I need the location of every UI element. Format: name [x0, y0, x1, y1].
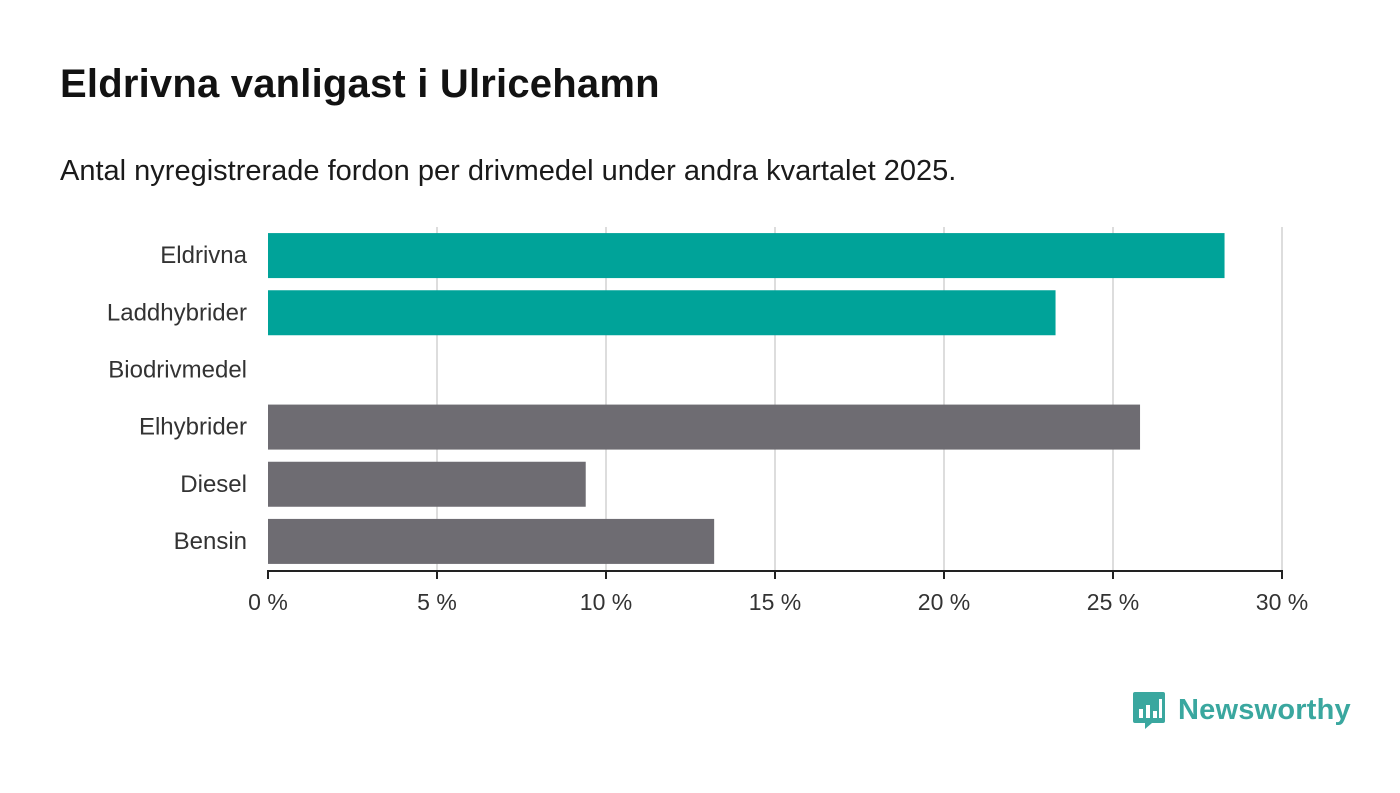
bar-elhybrider	[268, 404, 1141, 450]
bar-bensin	[268, 518, 715, 564]
x-tick-label: 0 %	[248, 589, 288, 615]
x-tick-label: 25 %	[1087, 589, 1139, 615]
category-label: Elhybrider	[139, 414, 247, 441]
category-label: Biodrivmedel	[108, 356, 247, 383]
x-tick-label: 20 %	[918, 589, 970, 615]
chart-subtitle: Antal nyregistrerade fordon per drivmede…	[60, 155, 957, 187]
bar-chart-speech-bubble-icon	[1133, 692, 1165, 729]
x-tick-label: 30 %	[1256, 589, 1308, 615]
chart-title: Eldrivna vanligast i Ulricehamn	[60, 62, 660, 106]
logo-text: Newsworthy	[1178, 693, 1351, 726]
bar-diesel	[268, 461, 586, 507]
x-tick-label: 10 %	[580, 589, 632, 615]
bar-eldrivna	[268, 233, 1225, 279]
newsworthy-logo: Newsworthy	[1132, 690, 1351, 730]
x-tick-label: 15 %	[749, 589, 801, 615]
bar-laddhybrider	[268, 290, 1056, 336]
category-label: Eldrivna	[160, 242, 247, 269]
category-labels: Eldrivna Laddhybrider Biodrivmedel Elhybrid…	[107, 242, 248, 555]
category-label: Diesel	[180, 471, 247, 498]
bars	[268, 233, 1225, 564]
x-axis: 0 % 5 % 10 % 15 % 20 % 25 % 30 %	[248, 570, 1308, 615]
category-label: Bensin	[174, 528, 247, 555]
x-tick-label: 5 %	[417, 589, 457, 615]
category-label: Laddhybrider	[107, 299, 247, 326]
grid-lines	[436, 227, 1283, 570]
